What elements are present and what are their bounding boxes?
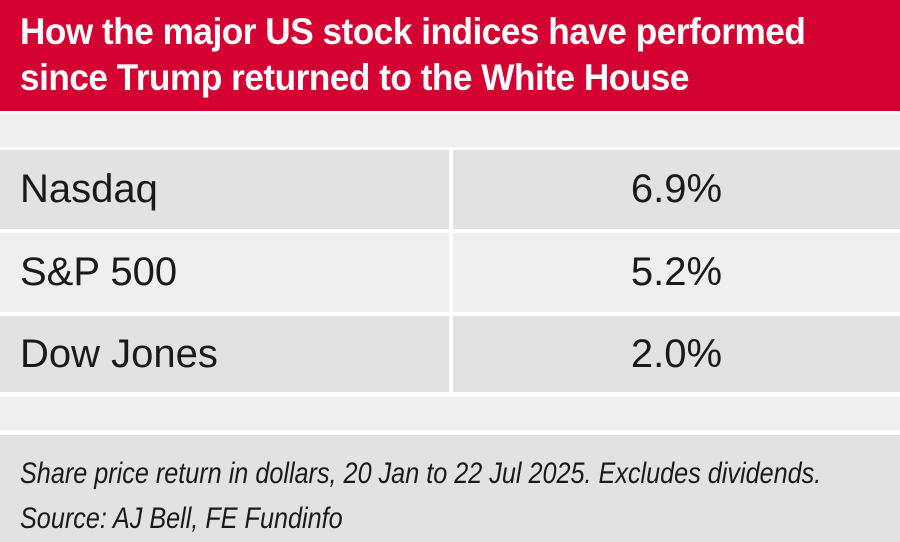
table-row-nasdaq: Nasdaq 6.9% bbox=[0, 150, 900, 229]
table-row-sp500: S&P 500 5.2% bbox=[0, 233, 900, 312]
spacer-band-top bbox=[0, 114, 900, 147]
table-row-dowjones: Dow Jones 2.0% bbox=[0, 316, 900, 392]
index-name-cell: Nasdaq bbox=[0, 150, 449, 229]
spacer-band-bottom bbox=[0, 397, 900, 430]
index-name-cell: S&P 500 bbox=[0, 233, 449, 312]
chart-title-line-2: since Trump returned to the White House bbox=[20, 57, 689, 98]
return-value-cell: 6.9% bbox=[453, 150, 900, 229]
footnote-source: Source: AJ Bell, FE Fundinfo bbox=[20, 502, 343, 535]
footnote: Share price return in dollars, 20 Jan to… bbox=[0, 435, 900, 542]
index-name-cell: Dow Jones bbox=[0, 316, 449, 392]
return-value-cell: 2.0% bbox=[453, 316, 900, 392]
return-value-cell: 5.2% bbox=[453, 233, 900, 312]
chart-title-banner: How the major US stock indices have perf… bbox=[0, 0, 900, 111]
chart-title-line-1: How the major US stock indices have perf… bbox=[20, 11, 806, 52]
footnote-note: Share price return in dollars, 20 Jan to… bbox=[20, 457, 822, 490]
